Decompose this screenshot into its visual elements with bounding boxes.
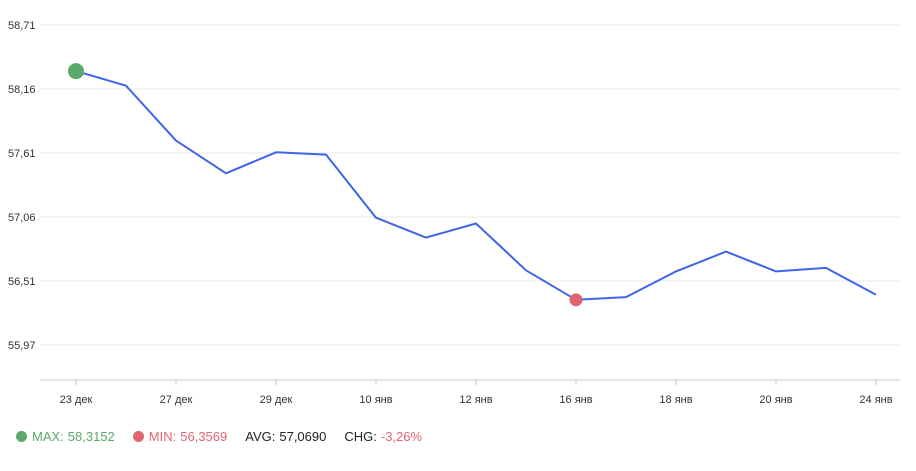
chg-label: CHG: bbox=[344, 429, 377, 444]
avg-label: AVG: bbox=[245, 429, 276, 444]
y-tick-label: 58,71 bbox=[8, 20, 36, 32]
series-line bbox=[75, 70, 877, 301]
grid-lines bbox=[40, 24, 900, 346]
min-stat: MIN: 56,3569 bbox=[132, 429, 228, 444]
x-tick-label: 18 янв bbox=[659, 394, 692, 406]
avg-stat: AVG: 57,0690 bbox=[245, 429, 326, 444]
y-tick-label: 58,16 bbox=[8, 84, 36, 96]
avg-value: 57,0690 bbox=[279, 429, 327, 444]
x-tick-label: 23 дек bbox=[60, 394, 93, 406]
max-label: MAX: bbox=[32, 429, 64, 444]
y-tick-label: 57,06 bbox=[8, 212, 36, 224]
x-tick-label: 10 янв bbox=[359, 394, 392, 406]
chg-stat: CHG: -3,26% bbox=[344, 429, 422, 444]
min-dot-icon bbox=[132, 431, 144, 442]
chg-value: -3,26% bbox=[380, 429, 423, 444]
x-tick-label: 29 дек bbox=[260, 394, 293, 406]
y-tick-label: 57,61 bbox=[8, 148, 36, 160]
y-axis: 58,71 58,16 57,61 57,06 56,51 55,97 bbox=[8, 20, 36, 352]
stats-legend: MAX: 58,3152 MIN: 56,3569 AVG: 57,0690 C… bbox=[16, 429, 440, 444]
line-chart: 58,71 58,16 57,61 57,06 56,51 55,97 23 дек 27 … bbox=[8, 20, 900, 406]
y-tick-label: 56,51 bbox=[8, 276, 36, 288]
x-tick-label: 27 дек bbox=[160, 394, 193, 406]
max-dot-icon bbox=[16, 431, 27, 442]
series-layer bbox=[68, 63, 877, 307]
x-axis: 23 дек 27 дек 29 дек 10 янв 12 янв 16 янв 18 я… bbox=[40, 379, 900, 406]
x-tick-label: 16 янв bbox=[559, 394, 592, 406]
min-value: 56,3569 bbox=[180, 429, 228, 444]
max-value: 58,3152 bbox=[67, 429, 115, 444]
min-label: MIN: bbox=[148, 429, 177, 444]
max-point-marker bbox=[68, 63, 84, 80]
min-point-marker bbox=[569, 293, 583, 307]
y-tick-label: 55,97 bbox=[8, 340, 36, 352]
max-stat: MAX: 58,3152 bbox=[16, 429, 115, 444]
x-tick-label: 12 янв bbox=[459, 394, 492, 406]
x-tick-label: 20 янв bbox=[759, 394, 792, 406]
x-tick-label: 24 янв bbox=[859, 394, 892, 406]
